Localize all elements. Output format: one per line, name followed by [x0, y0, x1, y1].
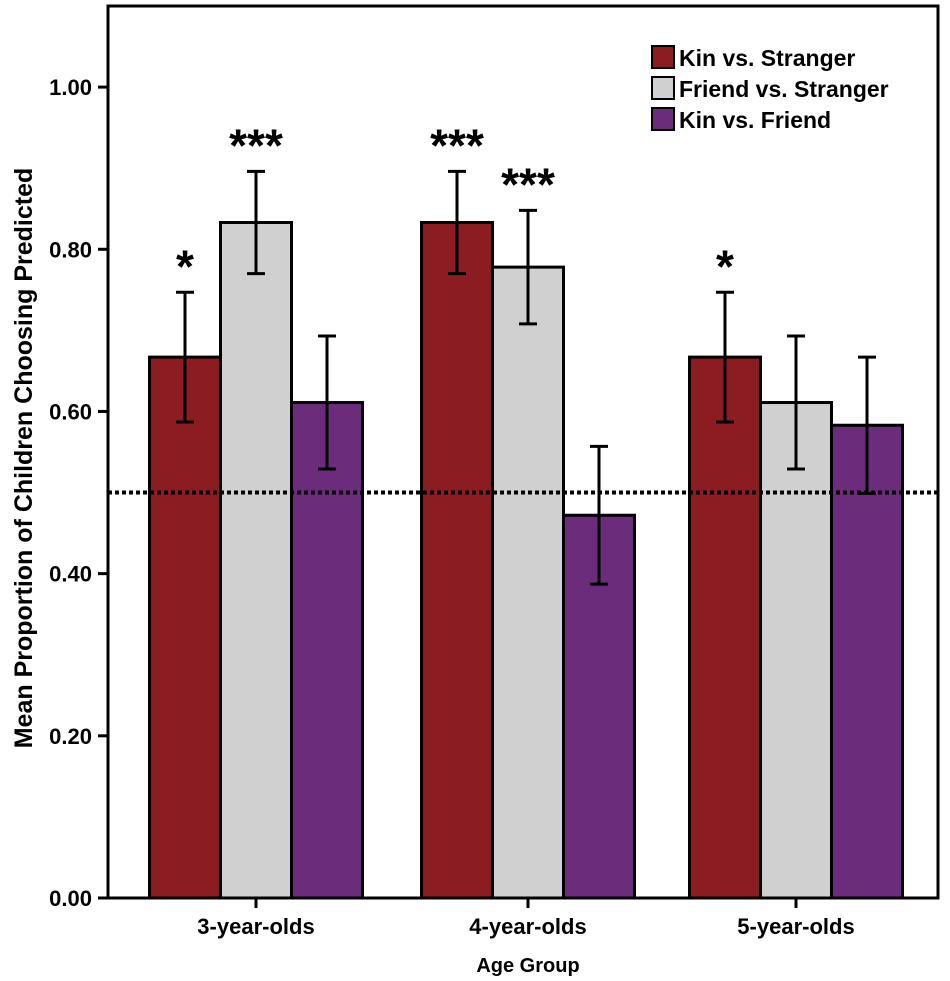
x-tick-label: 5-year-olds — [737, 914, 854, 939]
bar — [830, 423, 904, 900]
legend-swatch — [651, 45, 675, 69]
legend-label: Kin vs. Friend — [679, 107, 831, 133]
significance-marker: * — [176, 240, 194, 292]
legend-label: Kin vs. Stranger — [679, 45, 855, 71]
significance-marker: *** — [501, 158, 555, 210]
y-tick-label: 0.20 — [49, 724, 92, 749]
x-tick-label: 4-year-olds — [469, 914, 586, 939]
y-tick-label: 0.40 — [49, 562, 92, 587]
y-tick-label: 0.60 — [49, 399, 92, 424]
y-tick-label: 0.00 — [49, 886, 92, 911]
x-axis-title: Age Group — [476, 955, 579, 977]
y-tick-label: 0.80 — [49, 237, 92, 262]
legend-swatch — [651, 76, 675, 100]
y-axis-title: Mean Proportion of Children Choosing Pre… — [10, 168, 38, 749]
bar — [759, 401, 833, 900]
significance-marker: * — [716, 240, 734, 292]
significance-marker: *** — [229, 119, 283, 171]
bar — [420, 221, 494, 900]
bar — [688, 355, 762, 900]
legend-label: Friend vs. Stranger — [679, 76, 889, 102]
bar — [148, 355, 222, 900]
bar — [290, 401, 364, 900]
bar — [219, 221, 293, 900]
legend-swatch — [651, 107, 675, 131]
y-tick-label: 1.00 — [49, 75, 92, 100]
significance-marker: *** — [430, 119, 484, 171]
bar — [491, 265, 565, 900]
x-tick-label: 3-year-olds — [197, 914, 314, 939]
